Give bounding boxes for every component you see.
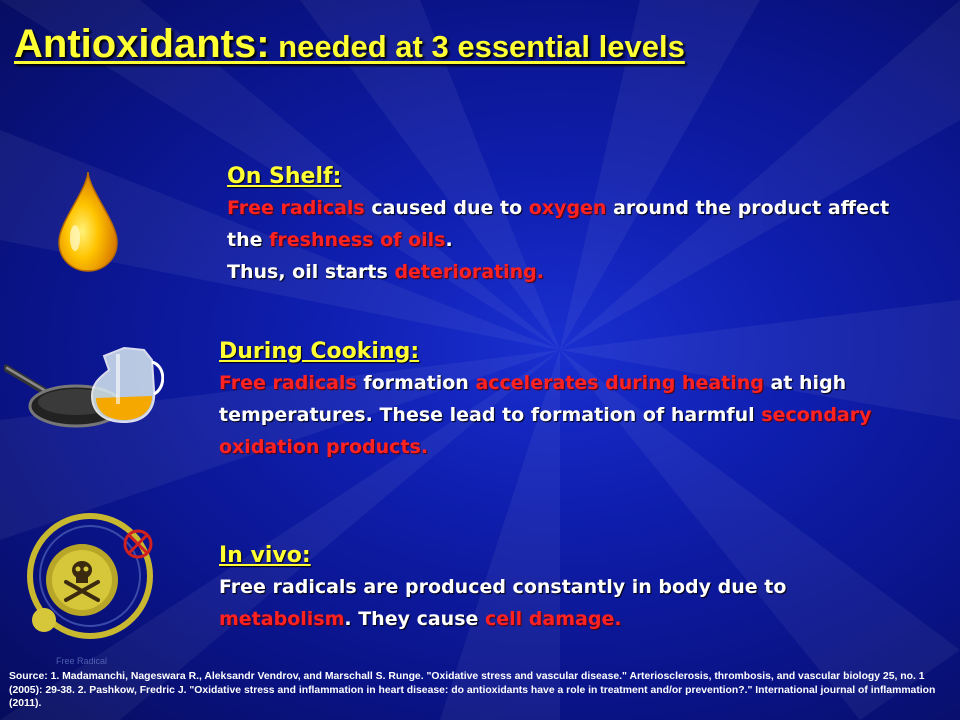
section-heading: In vivo: [219,543,311,568]
body-text: . They cause [344,608,486,630]
free-radical-label: Free Radical [56,656,108,666]
no-symbol-icon [123,529,153,559]
body-text: . [445,229,453,251]
body-text: caused due to [364,197,529,219]
frying-pan-and-oil-jug-icon [4,346,164,428]
highlight-text: oxygen [528,197,607,219]
body-text: Free radicals [219,576,357,598]
title-sub: needed at 3 essential levels [269,29,685,64]
section-body: Free radicals caused due to oxygen aroun… [227,192,927,288]
body-text: at high temperatures. These lead to form… [219,372,847,426]
body-text: around the product affect the [227,197,890,251]
highlight-text: deteriorating. [394,261,544,283]
section-in-vivo: In vivo: Free radicals are produced cons… [219,541,919,635]
highlight-text: freshness of oils [269,229,446,251]
section-body: Free radicals are produced constantly in… [219,571,919,635]
skull-icon [64,561,100,602]
highlight-text: cell damage. [485,608,622,630]
title-main: Antioxidants: [14,22,270,66]
highlight-text: Free radicals [219,372,357,394]
section-body: Free radicals formation accelerates duri… [219,367,919,463]
highlight-text: secondary oxidation products. [219,404,872,458]
oil-drop-icon [58,171,118,272]
section-during-cooking: During Cooking: Free radicals formation … [219,337,919,463]
section-on-shelf: On Shelf: Free radicals caused due to ox… [227,162,927,288]
highlight-text: Free radicals [227,197,365,219]
section-heading: On Shelf: [227,164,342,189]
body-text: Thus, oil starts [227,261,395,283]
body-text: are produced constantly in body due to [356,576,787,598]
body-text: formation [356,372,476,394]
highlight-text: accelerates during heating [475,372,764,394]
highlight-text: metabolism [219,608,345,630]
slide-title: Antioxidants: needed at 3 essential leve… [14,22,685,67]
source-citation: Source: 1. Madamanchi, Nageswara R., Ale… [9,671,936,709]
free-radical-toxic-icon [27,513,153,639]
section-heading: During Cooking: [219,339,420,364]
